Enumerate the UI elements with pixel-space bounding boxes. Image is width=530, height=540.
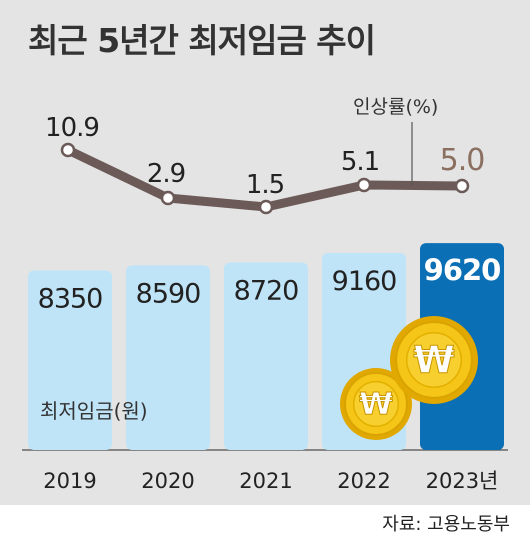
- bar-2020: [126, 265, 210, 450]
- won-symbol: ₩: [359, 387, 393, 422]
- rate-point: [60, 142, 76, 158]
- won-symbol: ₩: [413, 337, 454, 381]
- rate-point: [356, 177, 372, 193]
- x-tick-label: 2022: [337, 469, 390, 493]
- bar-value-label: 8350: [38, 283, 103, 314]
- bar-value-label: 9160: [332, 266, 397, 297]
- coin-inner: [405, 331, 463, 389]
- rate-point: [454, 178, 470, 194]
- chart-svg: 8350 8590 8720 9160 9620 2019 2020 2021 2022 2023…: [22, 113, 508, 493]
- bar-value-label: 8590: [136, 278, 201, 309]
- rate-value-label: 1.5: [246, 170, 284, 200]
- source-note: 자료: 고용노동부: [382, 514, 510, 535]
- bar-2021: [224, 262, 308, 450]
- bar-2019: [28, 270, 112, 450]
- coin-inner: [352, 380, 400, 428]
- won-coin-icon: ₩: [390, 316, 478, 404]
- rate-series-label: 인상률(%): [353, 96, 439, 118]
- bar-value-label: 8720: [234, 276, 299, 307]
- chart-title: 최근 5년간 최저임금 추이: [28, 21, 376, 60]
- x-tick-label: 2020: [141, 469, 194, 493]
- bar-value-label: 9620: [424, 253, 501, 287]
- rate-value-label: 5.0: [440, 143, 485, 178]
- won-coin-icon: ₩: [340, 368, 412, 440]
- x-tick-label: 2021: [239, 469, 292, 493]
- chart-card: 최근 5년간 최저임금 추이 인상률(%) 8350 8590 8720 9160 96…: [0, 0, 530, 505]
- rate-value-label: 5.1: [341, 147, 379, 177]
- x-tick-label: 2019: [43, 469, 96, 493]
- bar-series-label: 최저임금(원): [40, 399, 148, 423]
- rate-value-label: 2.9: [147, 159, 185, 189]
- rate-point: [160, 190, 176, 206]
- rate-value-label: 10.9: [45, 113, 99, 143]
- x-tick-label: 2023년: [426, 469, 499, 493]
- rate-point: [258, 199, 274, 215]
